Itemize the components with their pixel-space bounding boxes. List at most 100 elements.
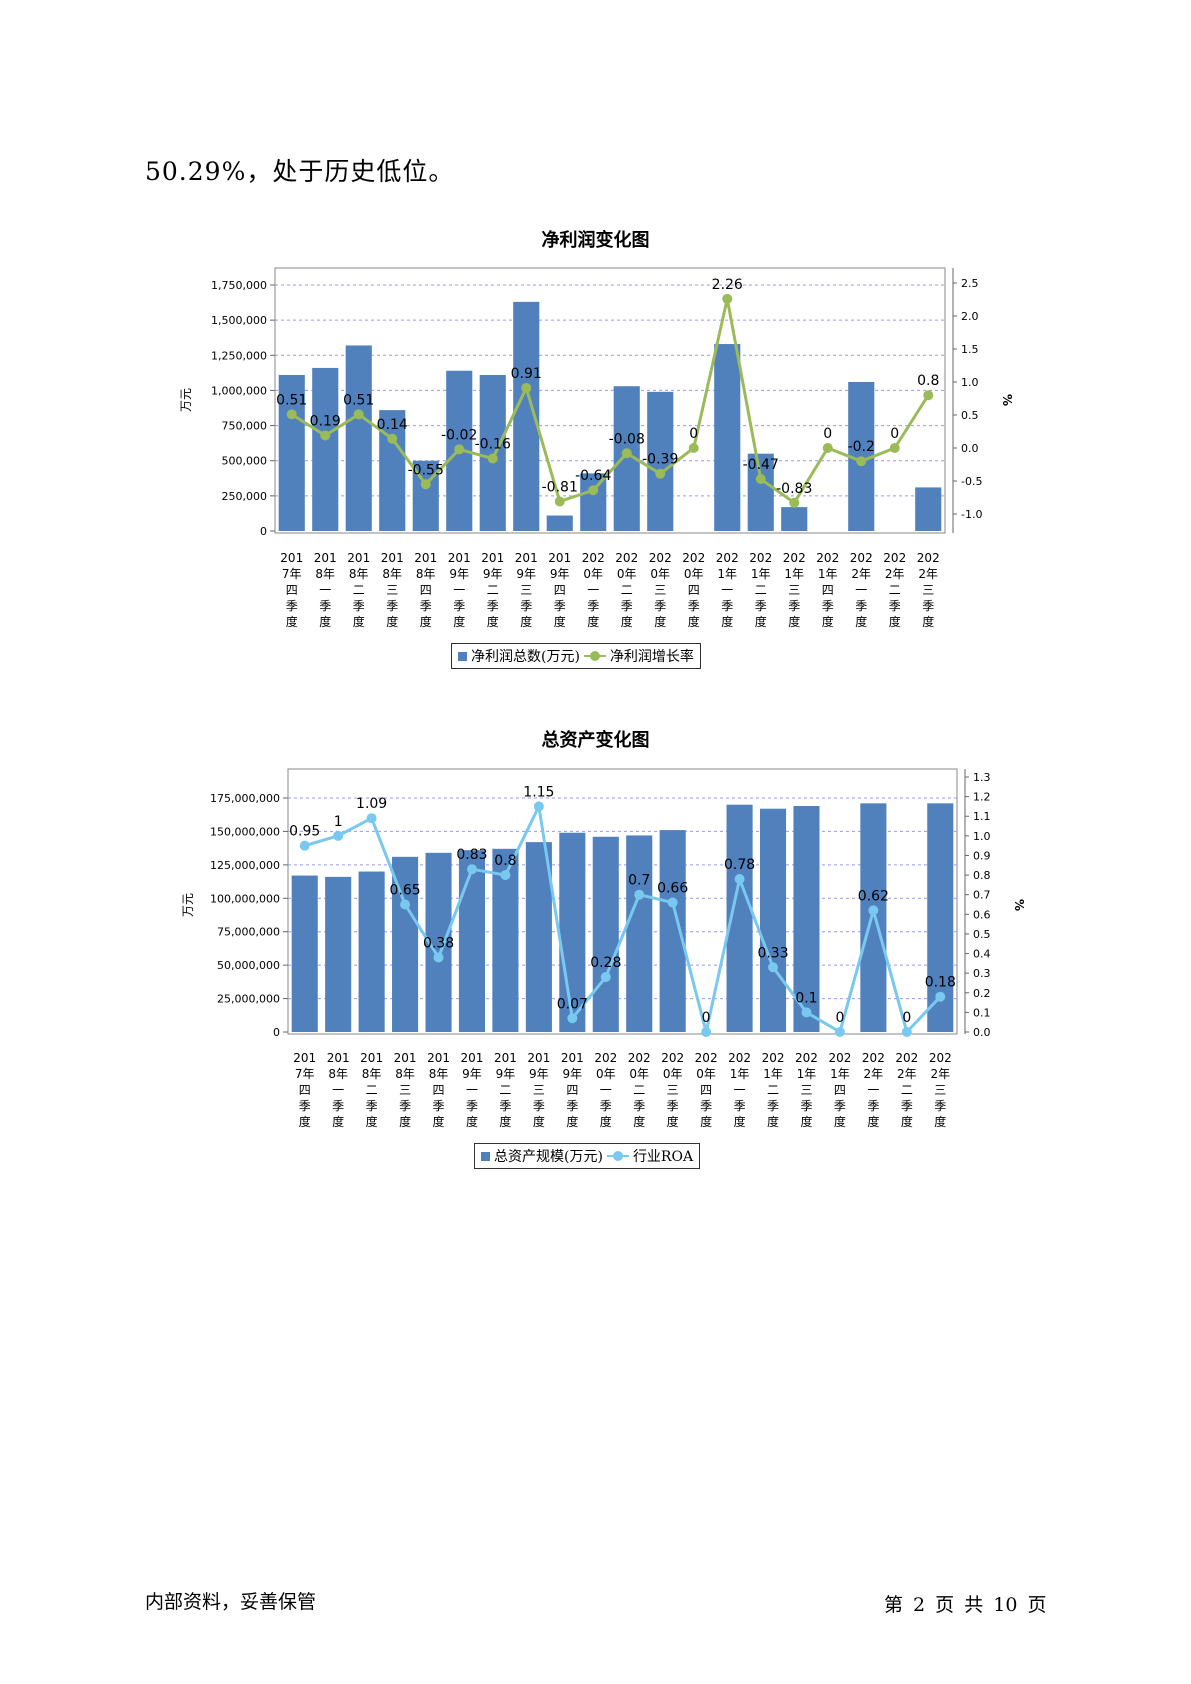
chart2-category-label: 二 <box>901 1083 913 1097</box>
chart1-category-label: 201 <box>548 551 571 565</box>
chart1-category-label: 度 <box>822 614 834 629</box>
chart1-right-tick-label: 0.0 <box>961 442 979 455</box>
chart2-left-tick-label: 0 <box>273 1026 280 1039</box>
chart2-category-label: 季 <box>734 1099 746 1113</box>
chart2-category-label: 季 <box>767 1099 779 1113</box>
chart2-category-label: 8年 <box>429 1067 449 1081</box>
chart1-category-label: 201 <box>381 551 404 565</box>
chart2-category-label: 度 <box>901 1114 913 1129</box>
chart1-category-label: 9年 <box>449 567 469 581</box>
chart1-right-tick-label: -1.0 <box>961 508 982 521</box>
chart1-category-label: 201 <box>515 551 538 565</box>
chart2-right-tick-label: 0.4 <box>973 948 991 961</box>
chart1-legend: 净利润总数(万元) 净利润增长率 <box>451 643 701 669</box>
chart2-category-label: 8年 <box>395 1067 415 1081</box>
chart1-data-label: 0 <box>689 426 698 442</box>
chart2-bar <box>860 803 887 1032</box>
chart1-category-label: 度 <box>587 614 599 629</box>
chart2-category-label: 201 <box>327 1051 350 1065</box>
chart2-category-label: 0年 <box>663 1067 683 1081</box>
chart1-category-label: 0年 <box>583 567 603 581</box>
chart2-legend-bar-label: 总资产规模(万元) <box>494 1149 603 1165</box>
chart1-category-label: 8年 <box>349 567 369 581</box>
chart2-bar <box>458 850 486 1032</box>
chart1-line-point <box>286 409 297 420</box>
chart2-category-label: 二 <box>767 1083 779 1097</box>
chart1-category-label: 二 <box>621 583 633 597</box>
total-assets-chart: 0 25,000,000 50,000,000 75,000,000 100,000,0… <box>181 768 1026 1129</box>
chart1-data-label: 0.91 <box>511 366 542 382</box>
chart2-data-label: 0 <box>902 1010 911 1026</box>
chart1-left-tick-label: 250,000 <box>222 490 268 503</box>
chart1-category-label: 2年 <box>885 567 905 581</box>
chart1-right-tick-label: 1.5 <box>961 343 979 356</box>
chart2-category-label: 一 <box>867 1083 879 1097</box>
chart2-category-label: 度 <box>399 1114 411 1129</box>
chart2-category-label: 1年 <box>730 1067 750 1081</box>
chart1-category-label: 度 <box>386 614 398 629</box>
chart1-category-label: 1年 <box>717 567 737 581</box>
chart1-category-label: 202 <box>883 551 906 565</box>
chart2-bar <box>592 836 619 1032</box>
chart2-data-label: 0.1 <box>795 990 817 1006</box>
chart1-category-label: 9年 <box>550 567 570 581</box>
chart2-category-label: 季 <box>600 1099 612 1113</box>
chart2-line-point <box>299 840 310 851</box>
chart2-line-point <box>634 889 645 900</box>
chart2-category-label: 202 <box>929 1051 952 1065</box>
chart2-category-label: 度 <box>299 1114 311 1129</box>
chart1-category-label: 度 <box>621 614 633 629</box>
chart2-category-label: 一 <box>734 1083 746 1097</box>
chart1-category-label: 四 <box>286 583 298 597</box>
chart2-right-axis-title: % <box>1012 899 1026 911</box>
chart2-left-tick-label: 50,000,000 <box>217 959 280 972</box>
chart1-category-label: 202 <box>682 551 705 565</box>
chart2-category-label: 201 <box>360 1051 383 1065</box>
chart1-category-label: 三 <box>922 583 934 597</box>
chart2-category-label: 四 <box>433 1083 445 1097</box>
chart1-line-point <box>454 444 465 455</box>
chart2-legend: 总资产规模(万元) 行业ROA <box>474 1143 701 1169</box>
chart2-category-label: 201 <box>427 1051 450 1065</box>
chart2-category-label: 202 <box>695 1051 718 1065</box>
chart1-category-label: 季 <box>520 599 532 613</box>
chart2-category-label: 9年 <box>529 1067 549 1081</box>
chart2-category-label: 201 <box>527 1051 550 1065</box>
chart1-category-label: 度 <box>420 614 432 629</box>
chart2-category-label: 一 <box>466 1083 478 1097</box>
chart2-right-tick-label: 1.0 <box>973 830 991 843</box>
chart1-category-label: 季 <box>721 599 733 613</box>
chart1-data-label: -0.08 <box>609 431 645 447</box>
chart2-line-point <box>366 813 377 824</box>
chart1-line-point <box>856 456 867 467</box>
chart2-line-point <box>333 830 344 841</box>
chart2-category-label: 季 <box>700 1099 712 1113</box>
chart1-category-label: 一 <box>721 583 733 597</box>
chart2-category-label: 201 <box>461 1051 484 1065</box>
chart1-bar <box>379 410 406 531</box>
chart2-category-label: 度 <box>834 1114 846 1129</box>
chart1-category-label: 三 <box>520 583 532 597</box>
chart2-category-label: 四 <box>700 1083 712 1097</box>
chart2-category-label: 季 <box>332 1099 344 1113</box>
chart2-line-point <box>466 864 477 875</box>
chart2-category-label: 度 <box>332 1114 344 1129</box>
chart1-category-label: 二 <box>487 583 499 597</box>
chart1-data-label: -0.81 <box>542 479 578 495</box>
chart2-bar <box>291 875 318 1032</box>
chart2-line-point <box>500 870 511 881</box>
chart1-category-label: 201 <box>280 551 303 565</box>
chart2-right-tick-label: 0.1 <box>973 1006 991 1019</box>
chart1-category-label: 度 <box>453 614 465 629</box>
chart2-left-tick-label: 25,000,000 <box>217 993 280 1006</box>
chart2-category-label: 三 <box>800 1083 812 1097</box>
chart1-data-label: -0.39 <box>642 452 678 468</box>
chart1-category-label: 度 <box>487 614 499 629</box>
chart2-bar <box>793 806 820 1032</box>
chart1-line-point <box>521 382 532 393</box>
chart2-category-label: 8年 <box>362 1067 382 1081</box>
chart1-left-tick-label: 1,000,000 <box>211 384 267 397</box>
chart1-category-label: 一 <box>587 583 599 597</box>
chart2-category-label: 9年 <box>462 1067 482 1081</box>
chart1-category-label: 202 <box>850 551 873 565</box>
